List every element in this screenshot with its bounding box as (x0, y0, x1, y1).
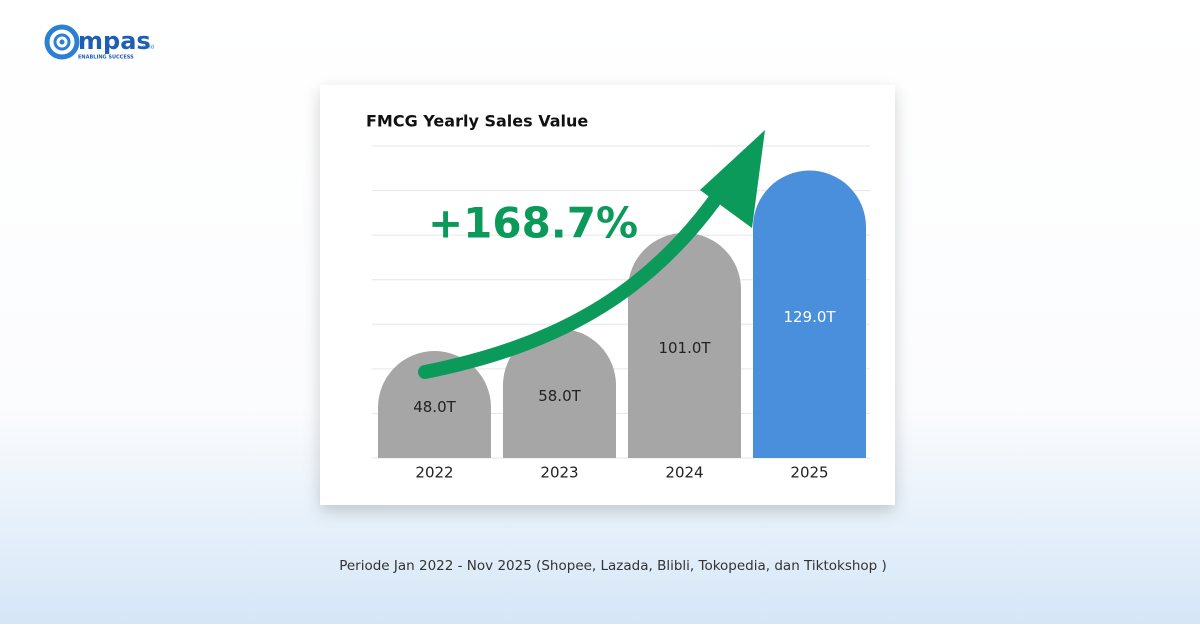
chart-title: FMCG Yearly Sales Value (366, 112, 588, 131)
x-tick-label: 2022 (415, 464, 453, 482)
value-label: 129.0T (783, 308, 836, 326)
value-label: 58.0T (538, 387, 581, 405)
logo-ring (44, 24, 80, 60)
logo: mpas co.id ENABLING SUCCESS (44, 24, 154, 61)
x-tick-label: 2023 (540, 464, 578, 482)
growth-annotation: +168.7% (428, 199, 638, 248)
x-tick-label: 2025 (790, 464, 828, 482)
arrow-head (700, 130, 765, 228)
logo-tagline: ENABLING SUCCESS (78, 55, 134, 61)
value-label: 101.0T (658, 339, 711, 357)
bar (753, 170, 866, 458)
bar (628, 232, 741, 458)
logo-domain: co.id (142, 45, 154, 51)
logo-dot (59, 39, 65, 45)
logo-ring (53, 33, 71, 51)
footnote: Periode Jan 2022 - Nov 2025 (Shopee, Laz… (339, 558, 887, 574)
value-label: 48.0T (413, 398, 456, 416)
plot-area: 2022 48.0T 2023 58.0T 2024 101.0T 2025 129.0T (372, 145, 870, 482)
arrow-shaft (418, 163, 742, 379)
bar (378, 351, 491, 458)
bar (503, 328, 616, 458)
x-tick-label: 2024 (665, 464, 703, 482)
logo-text: mpas (78, 27, 151, 55)
growth-arrow (418, 130, 765, 379)
